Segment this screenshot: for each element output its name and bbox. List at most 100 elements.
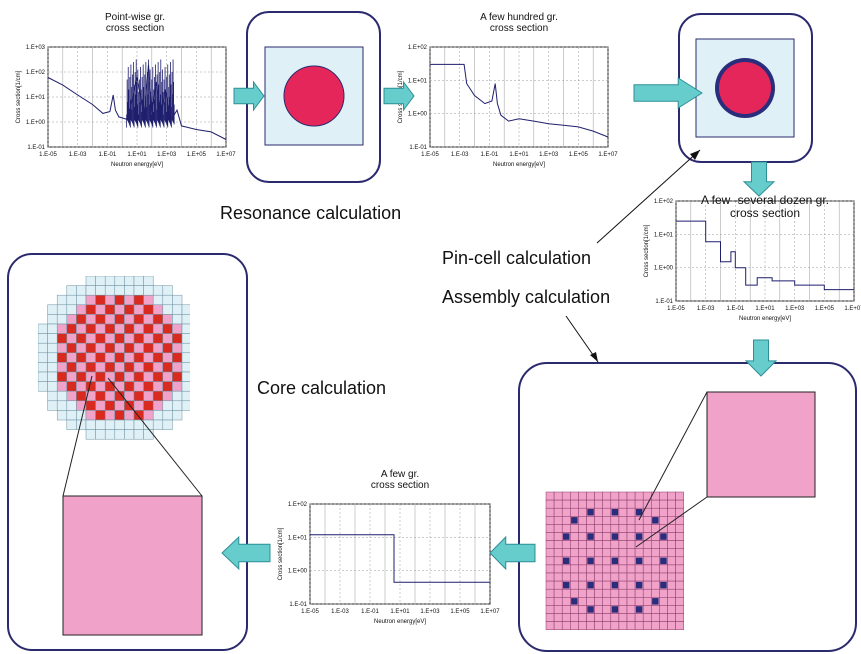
core-assembly-cell xyxy=(104,276,116,286)
y-tick-label: 1.E+01 xyxy=(654,232,674,238)
fuel-rod-cell xyxy=(553,588,563,598)
chart-title-line: A few -several dozen gr. xyxy=(701,193,829,207)
core-assembly-cell xyxy=(85,285,96,296)
fuel-rod-cell xyxy=(561,516,571,525)
core-assembly-cell xyxy=(152,371,164,382)
fuel-rod-cell xyxy=(561,540,571,549)
fuel-rod-cell xyxy=(651,548,660,558)
fuel-rod-cell xyxy=(626,564,636,574)
fuel-rod-cell xyxy=(667,540,676,549)
fuel-rod-cell xyxy=(545,597,555,606)
fuel-rod-cell xyxy=(618,540,628,549)
fuel-rod-cell xyxy=(618,499,628,509)
core-assembly-cell xyxy=(104,419,116,430)
fuel-rod-cell xyxy=(642,621,652,630)
fuel-rod-cell xyxy=(553,613,563,622)
fuel-rod-cell xyxy=(634,564,644,574)
core-assembly-cell xyxy=(124,410,135,421)
resonance-pin-box xyxy=(246,11,381,183)
fuel-rod-cell xyxy=(545,540,555,549)
x-tick-label: 1.E-05 xyxy=(667,306,685,312)
assembly-box xyxy=(518,362,857,652)
core-assembly-cell xyxy=(95,352,106,363)
fuel-rod-cell xyxy=(651,580,660,590)
down-arrow xyxy=(742,161,776,197)
core-assembly-cell xyxy=(47,381,58,392)
core-assembly-cell xyxy=(124,362,135,373)
fuel-rod-cell xyxy=(642,516,652,525)
fuel-rod-cell xyxy=(667,605,676,614)
fuel-rod-cell xyxy=(610,524,620,533)
chart-title-line: cross section xyxy=(490,23,548,34)
fuel-rod-cell xyxy=(675,588,684,598)
core-assembly-cell xyxy=(133,429,144,440)
y-tick-label: 1.E-01 xyxy=(27,145,45,151)
core-assembly-cell xyxy=(172,371,183,382)
fuel-rod-cell xyxy=(545,507,555,517)
core-assembly-cell xyxy=(152,352,164,363)
chart-title-line: cross section xyxy=(106,23,164,34)
x-axis-label: Neutron energy[eV] xyxy=(739,316,791,322)
core-assembly-cell xyxy=(104,390,116,402)
core-assembly-cell xyxy=(47,314,58,325)
y-tick-label: 1.E+02 xyxy=(288,502,308,508)
x-tick-label: 1.E-05 xyxy=(39,152,57,158)
y-tick-label: 1.E+02 xyxy=(26,70,46,76)
x-tick-label: 1.E+03 xyxy=(785,306,805,312)
core-assembly-cell xyxy=(124,333,135,344)
fuel-rod-cell xyxy=(651,605,660,614)
fuel-rod-cell xyxy=(578,516,587,525)
fuel-rod-cell xyxy=(626,613,636,622)
fuel-rod-cell xyxy=(545,613,555,622)
fuel-rod-cell xyxy=(642,548,652,558)
flow-arrows xyxy=(221,77,778,571)
fuel-rod-cell xyxy=(667,572,676,582)
fuel-rod-cell xyxy=(634,572,644,582)
guide-tube xyxy=(611,509,619,516)
fuel-rod-cell xyxy=(659,588,668,598)
fuel-rod-cell xyxy=(651,613,660,622)
x-axis-label: Neutron energy[eV] xyxy=(111,162,163,168)
core-assembly-cell xyxy=(152,285,164,296)
fuel-rod-cell xyxy=(618,516,628,525)
fuel-rod-cell xyxy=(553,605,563,614)
fuel-rod-cell xyxy=(626,605,636,614)
fuel-rod-cell xyxy=(602,613,612,622)
fuel-rod-cell xyxy=(545,556,555,566)
chart-few-groups: 1.E-05 1.E-03 1.E-01 1.E+01 1.E+03 1.E+05 1.E+… xyxy=(278,469,500,625)
x-tick-label: 1.E+01 xyxy=(509,152,529,158)
fuel-rod-cell xyxy=(651,588,660,598)
core-assembly-cell xyxy=(47,352,58,363)
fuel-rod-cell xyxy=(675,548,684,558)
fuel-rod-cell xyxy=(634,597,644,606)
fuel-rod-cell xyxy=(586,621,595,630)
pin-cell-box xyxy=(678,13,813,163)
fuel-rod-cell xyxy=(578,507,587,517)
fuel-rod-cell xyxy=(618,507,628,517)
core-box xyxy=(7,253,248,651)
fuel-rod-cell xyxy=(561,548,571,558)
core-assembly-cell xyxy=(66,390,77,402)
core-assembly-cell xyxy=(95,362,106,373)
x-tick-label: 1.E+07 xyxy=(480,609,500,615)
core-assembly-cell xyxy=(104,400,116,411)
chart-title-line: A few hundred gr. xyxy=(480,12,558,23)
fuel-rod-cell xyxy=(586,564,595,574)
y-tick-label: 1.E+00 xyxy=(288,569,308,575)
core-assembly-cell xyxy=(114,362,125,373)
core-assembly-cell xyxy=(152,323,164,334)
core-assembly-cell xyxy=(47,390,58,402)
core-assembly-cell xyxy=(172,362,183,373)
pin-cell-pointer xyxy=(596,149,701,244)
y-tick-label: 1.E+01 xyxy=(288,535,308,541)
fuel-rod-cell xyxy=(561,572,571,582)
fuel-rod-cell xyxy=(578,605,587,614)
right-arrow xyxy=(233,80,265,112)
core-assembly-cell xyxy=(66,294,77,306)
fuel-rod-cell xyxy=(553,491,563,501)
core-assembly-cell xyxy=(133,294,144,306)
fuel-rod-cell xyxy=(618,588,628,598)
fuel-rod-cell xyxy=(675,556,684,566)
x-tick-label: 1.E-05 xyxy=(301,609,319,615)
core-assembly-cell xyxy=(95,390,106,402)
